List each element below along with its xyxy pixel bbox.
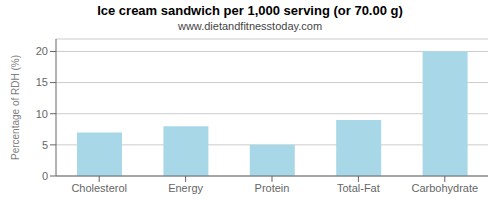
svg-text:0: 0 [42, 170, 48, 182]
html-text:Ice cream sandwich per 1,000 s: Ice cream sandwich per 1,000 serving (or… [97, 3, 403, 18]
svg-text:Carbohydrate: Carbohydrate [411, 182, 478, 194]
svg-text:Total-Fat: Total-Fat [337, 182, 380, 194]
svg-text:Protein: Protein [255, 182, 290, 194]
svg-text:Energy: Energy [168, 182, 203, 194]
svg-text:5: 5 [42, 139, 48, 151]
svg-text:Percentage of RDH (%): Percentage of RDH (%) [10, 55, 21, 160]
svg-text:Cholesterol: Cholesterol [71, 182, 127, 194]
svg-text:10: 10 [36, 108, 48, 120]
svg-text:20: 20 [36, 45, 48, 57]
svg-text:15: 15 [36, 76, 48, 88]
html-text:www.dietandfitnesstoday.com: www.dietandfitnesstoday.com [178, 20, 322, 32]
